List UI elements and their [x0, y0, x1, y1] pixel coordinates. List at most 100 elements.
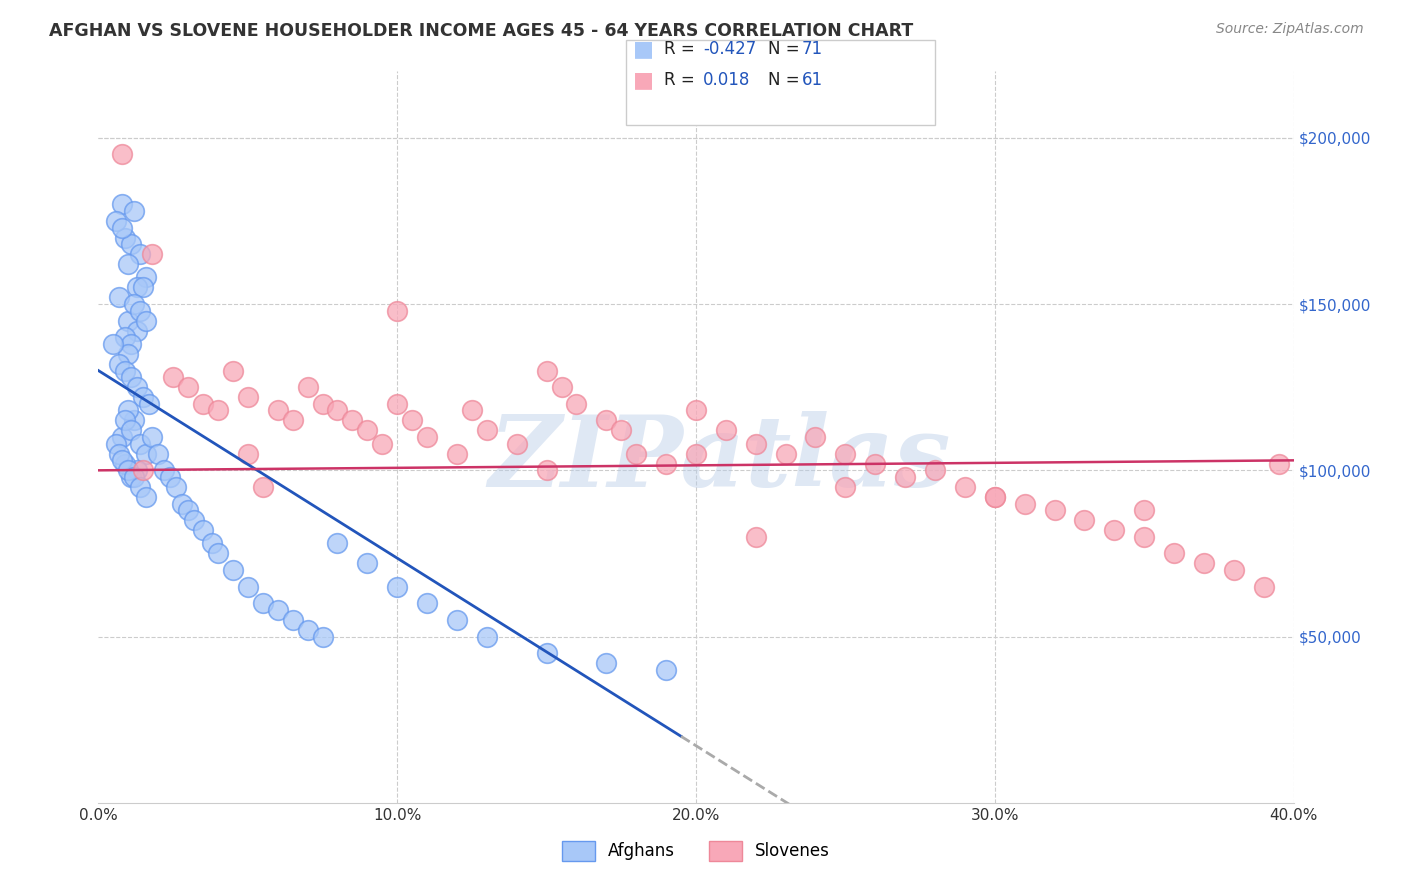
Point [236, 447, 259, 461]
Text: N =: N = [768, 40, 799, 58]
Point [124, 470, 146, 484]
Point [103, 337, 125, 351]
Point [165, 480, 187, 494]
Point [536, 646, 558, 660]
Point [356, 424, 378, 438]
Legend: Afghans, Slovenes: Afghans, Slovenes [555, 834, 837, 868]
Point [207, 546, 229, 560]
Point [177, 380, 200, 394]
Text: -0.427: -0.427 [703, 40, 756, 58]
Point [132, 280, 155, 294]
Point [129, 247, 152, 261]
Point [655, 457, 678, 471]
Point [236, 390, 259, 404]
Text: ZIPatlas: ZIPatlas [489, 411, 950, 508]
Point [117, 314, 139, 328]
Point [446, 613, 468, 627]
Point [111, 453, 134, 467]
Point [162, 370, 184, 384]
Point [141, 430, 163, 444]
Text: Source: ZipAtlas.com: Source: ZipAtlas.com [1216, 22, 1364, 37]
Point [148, 447, 170, 461]
Point [108, 357, 131, 371]
Point [714, 424, 737, 438]
Point [252, 596, 274, 610]
Text: R =: R = [664, 71, 695, 89]
Point [191, 523, 214, 537]
Point [1192, 557, 1215, 571]
Point [114, 330, 136, 344]
Point [132, 463, 155, 477]
Text: AFGHAN VS SLOVENE HOUSEHOLDER INCOME AGES 45 - 64 YEARS CORRELATION CHART: AFGHAN VS SLOVENE HOUSEHOLDER INCOME AGE… [49, 22, 914, 40]
Point [183, 513, 205, 527]
Point [108, 290, 131, 304]
Point [127, 380, 149, 394]
Point [342, 413, 364, 427]
Point [124, 297, 146, 311]
Point [297, 380, 319, 394]
Point [356, 557, 378, 571]
Point [536, 463, 558, 477]
Point [745, 436, 768, 450]
Point [1104, 523, 1126, 537]
Point [141, 247, 163, 261]
Point [1223, 563, 1246, 577]
Point [1253, 580, 1275, 594]
Point [924, 463, 946, 477]
Point [595, 413, 617, 427]
Point [111, 430, 134, 444]
Point [129, 480, 152, 494]
Point [595, 656, 617, 670]
Point [506, 436, 529, 450]
Point [865, 457, 887, 471]
Point [984, 490, 1007, 504]
Point [416, 596, 439, 610]
Point [834, 447, 856, 461]
Point [371, 436, 394, 450]
Point [953, 480, 976, 494]
Point [114, 413, 136, 427]
Point [1163, 546, 1185, 560]
Point [565, 397, 588, 411]
Point [461, 403, 484, 417]
Point [536, 363, 558, 377]
Point [475, 630, 498, 644]
Point [281, 413, 304, 427]
Point [117, 347, 139, 361]
Point [201, 536, 224, 550]
Point [804, 430, 827, 444]
Point [129, 436, 152, 450]
Point [105, 436, 128, 450]
Point [159, 470, 181, 484]
Point [281, 613, 304, 627]
Point [111, 197, 134, 211]
Point [127, 463, 149, 477]
Point [326, 403, 349, 417]
Text: 71: 71 [801, 40, 823, 58]
Point [108, 447, 131, 461]
Point [1133, 530, 1156, 544]
Point [1043, 503, 1066, 517]
Point [132, 390, 155, 404]
Point [745, 530, 768, 544]
Point [1014, 497, 1036, 511]
Point [177, 503, 200, 517]
Point [120, 370, 142, 384]
Point [685, 403, 707, 417]
Point [610, 424, 633, 438]
Point [267, 403, 290, 417]
Point [1267, 457, 1289, 471]
Point [135, 270, 157, 285]
Point [135, 447, 157, 461]
Point [135, 314, 157, 328]
Point [129, 303, 152, 318]
Point [385, 303, 409, 318]
Text: 61: 61 [801, 71, 823, 89]
Text: R =: R = [664, 40, 695, 58]
Point [252, 480, 274, 494]
Point [236, 580, 259, 594]
Point [222, 363, 245, 377]
Point [446, 447, 468, 461]
Point [385, 397, 409, 411]
Point [120, 470, 142, 484]
